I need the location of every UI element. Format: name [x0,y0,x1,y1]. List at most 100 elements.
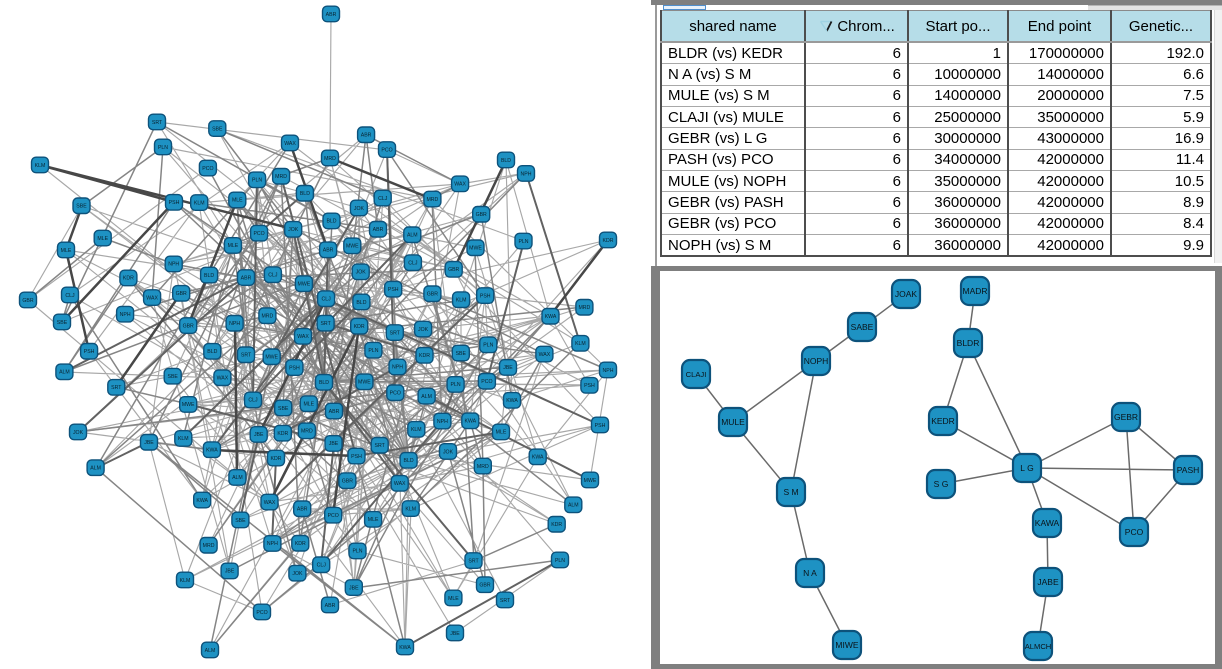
svg-text:CLAJI: CLAJI [686,370,707,379]
svg-text:PSH: PSH [289,365,300,371]
svg-text:SRT: SRT [320,321,331,327]
svg-text:MLE: MLE [303,401,314,407]
svg-text:MWE: MWE [346,244,359,250]
svg-text:KWA: KWA [545,314,557,320]
svg-text:CLJ: CLJ [317,563,327,569]
svg-text:ALM: ALM [205,648,216,654]
svg-text:KWA: KWA [506,398,518,404]
svg-text:ABR: ABR [323,248,334,254]
svg-text:PSH: PSH [584,383,595,389]
svg-text:PSH: PSH [84,349,95,355]
svg-text:WAX: WAX [394,481,406,487]
svg-text:MLE: MLE [368,517,379,523]
svg-text:PSH: PSH [388,287,399,293]
svg-text:SBE: SBE [57,320,68,326]
svg-text:ALM: ALM [407,233,418,239]
svg-text:SBE: SBE [76,204,87,210]
svg-text:JBE: JBE [503,365,513,371]
svg-text:WAX: WAX [284,141,296,147]
svg-text:MWE: MWE [469,246,482,252]
svg-text:PLN: PLN [158,145,168,151]
svg-text:KDR: KDR [271,456,282,462]
svg-text:KWA: KWA [399,645,411,651]
svg-text:SRT: SRT [390,330,401,336]
svg-text:GBR: GBR [427,292,438,298]
svg-text:WAX: WAX [297,334,309,340]
svg-text:KWA: KWA [464,419,476,425]
svg-text:KLM: KLM [194,200,205,206]
svg-text:WAX: WAX [454,182,466,188]
svg-text:GBR: GBR [183,323,194,329]
svg-text:WAX: WAX [217,376,229,382]
svg-text:BLD: BLD [300,191,310,197]
svg-text:MRD: MRD [275,174,287,180]
svg-text:CLJ: CLJ [408,261,418,267]
svg-text:SRT: SRT [152,120,163,126]
svg-text:JABE: JABE [1037,577,1059,587]
svg-text:KDR: KDR [354,324,365,330]
svg-text:MADR: MADR [962,286,987,296]
svg-text:KLM: KLM [35,163,46,169]
svg-text:KLM: KLM [456,297,467,303]
svg-text:S G: S G [934,479,949,489]
svg-text:PSH: PSH [595,423,606,429]
svg-text:BLD: BLD [404,458,414,464]
svg-text:MRD: MRD [203,543,215,549]
svg-text:NPH: NPH [603,368,614,374]
svg-text:PLN: PLN [368,348,378,354]
svg-text:SBE: SBE [235,518,246,524]
svg-text:JBE: JBE [450,631,460,637]
svg-text:MLE: MLE [61,248,72,254]
svg-text:KDR: KDR [277,431,288,437]
svg-text:S M: S M [783,487,798,497]
svg-text:JOK: JOK [443,449,454,455]
svg-text:PCO: PCO [381,147,392,153]
svg-text:ABR: ABR [326,12,337,18]
svg-text:ALMCH: ALMCH [1025,642,1052,651]
svg-text:MLE: MLE [448,596,459,602]
svg-text:ABR: ABR [297,507,308,513]
svg-text:KWA: KWA [196,498,208,504]
svg-text:BLD: BLD [319,380,329,386]
svg-text:ALM: ALM [421,394,432,400]
svg-text:NPH: NPH [168,262,179,268]
svg-text:ALM: ALM [59,370,70,376]
svg-text:NOPH: NOPH [804,356,829,366]
svg-text:KWA: KWA [532,455,544,461]
svg-text:PLN: PLN [451,382,461,388]
svg-text:JBE: JBE [349,585,359,591]
svg-text:PCO: PCO [256,610,267,616]
svg-text:PLN: PLN [483,343,493,349]
svg-text:KDR: KDR [603,238,614,244]
svg-text:ABR: ABR [373,227,384,233]
svg-text:GBR: GBR [176,291,187,297]
svg-text:KDR: KDR [551,522,562,528]
svg-text:KLM: KLM [180,578,191,584]
svg-text:KDR: KDR [295,541,306,547]
svg-text:JBE: JBE [144,440,154,446]
svg-text:SRT: SRT [375,443,386,449]
svg-text:JOK: JOK [418,327,429,333]
svg-text:KDR: KDR [123,276,134,282]
svg-text:MWE: MWE [298,281,311,287]
svg-text:GBR: GBR [476,212,487,218]
svg-text:N A: N A [803,568,817,578]
svg-text:PSH: PSH [351,454,362,460]
svg-text:BLD: BLD [326,219,336,225]
svg-text:PCO: PCO [202,166,213,172]
svg-text:JOK: JOK [288,227,299,233]
svg-text:WAX: WAX [146,295,158,301]
svg-text:SABE: SABE [851,322,874,332]
svg-text:GBR: GBR [448,267,459,273]
svg-text:CLJ: CLJ [378,196,388,202]
svg-text:BLD: BLD [204,273,214,279]
svg-text:MRD: MRD [261,314,273,320]
svg-text:PLN: PLN [352,549,362,555]
svg-text:CLJ: CLJ [268,272,278,278]
svg-text:MLE: MLE [228,243,239,249]
svg-text:SRT: SRT [111,385,122,391]
svg-text:PSH: PSH [169,200,180,206]
svg-text:SRT: SRT [468,558,479,564]
svg-text:GEBR: GEBR [1114,412,1138,422]
svg-text:NPH: NPH [521,171,532,177]
